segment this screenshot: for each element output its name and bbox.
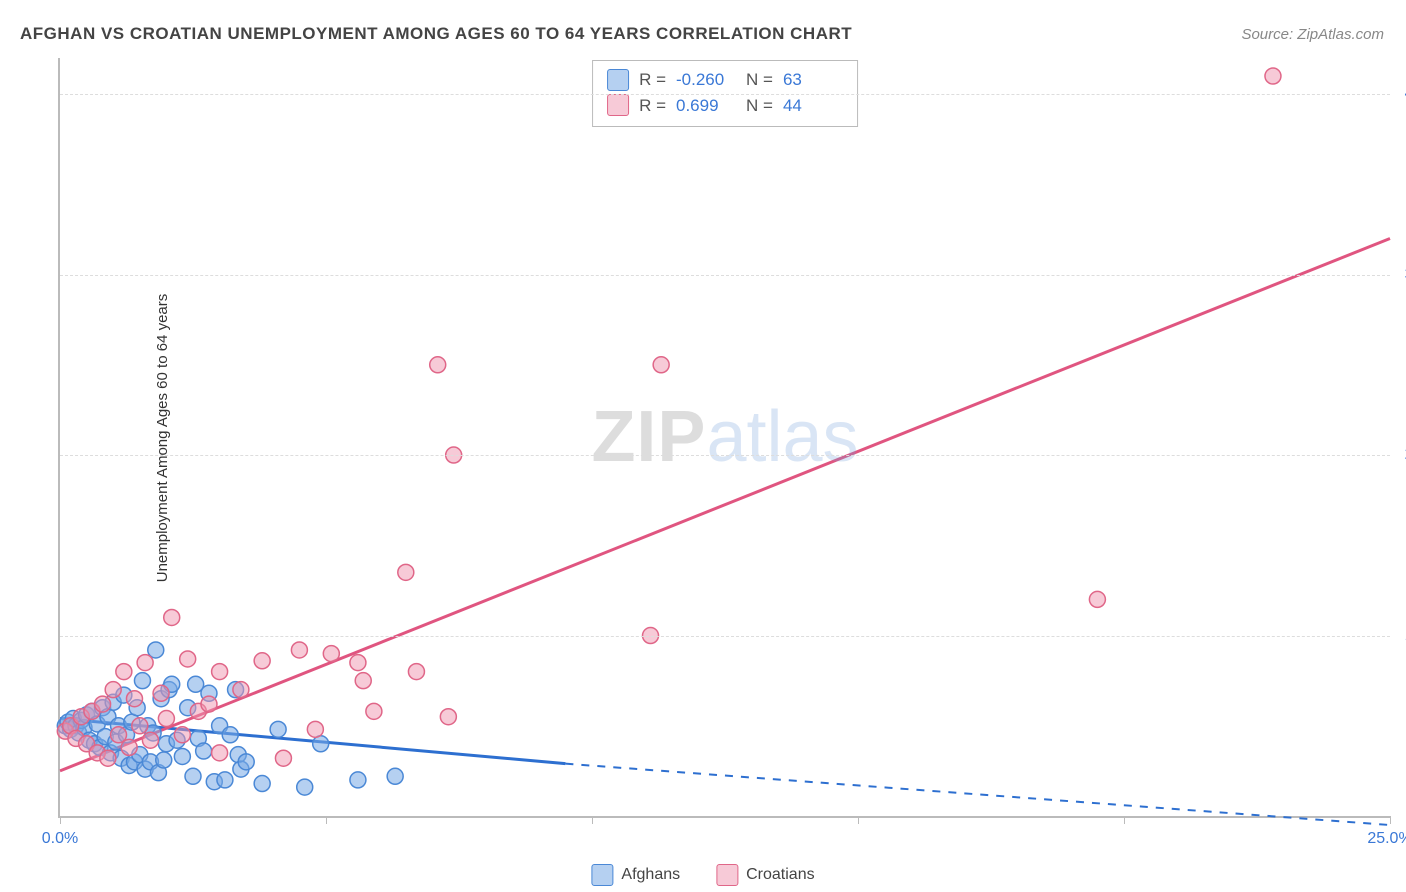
data-point bbox=[350, 772, 366, 788]
data-point bbox=[430, 357, 446, 373]
plot-svg bbox=[60, 58, 1390, 816]
data-point bbox=[196, 743, 212, 759]
gridline bbox=[60, 275, 1390, 276]
legend-label: Croatians bbox=[746, 866, 814, 884]
trend-line bbox=[60, 238, 1390, 770]
data-point bbox=[185, 768, 201, 784]
chart-title: AFGHAN VS CROATIAN UNEMPLOYMENT AMONG AG… bbox=[20, 24, 852, 44]
data-point bbox=[142, 732, 158, 748]
stat-r-value: 0.699 bbox=[676, 93, 736, 119]
data-point bbox=[217, 772, 233, 788]
data-point bbox=[355, 673, 371, 689]
data-point bbox=[156, 752, 172, 768]
data-point bbox=[350, 655, 366, 671]
plot-area: ZIPatlas R =-0.260N =63R = 0.699N =44 10… bbox=[58, 58, 1390, 818]
stat-n-label: N = bbox=[746, 67, 773, 93]
data-point bbox=[105, 682, 121, 698]
data-point bbox=[121, 739, 137, 755]
data-point bbox=[137, 655, 153, 671]
data-point bbox=[398, 564, 414, 580]
data-point bbox=[270, 721, 286, 737]
x-tick bbox=[60, 816, 61, 824]
data-point bbox=[1089, 591, 1105, 607]
data-point bbox=[275, 750, 291, 766]
data-point bbox=[132, 718, 148, 734]
data-point bbox=[212, 745, 228, 761]
data-point bbox=[164, 609, 180, 625]
data-point bbox=[440, 709, 456, 725]
data-point bbox=[254, 776, 270, 792]
data-point bbox=[180, 651, 196, 667]
stats-row: R = 0.699 N = 44 bbox=[607, 93, 843, 119]
data-point bbox=[323, 646, 339, 662]
data-point bbox=[408, 664, 424, 680]
stat-r-value: -0.260 bbox=[676, 67, 736, 93]
gridline bbox=[60, 636, 1390, 637]
data-point bbox=[100, 750, 116, 766]
x-tick bbox=[858, 816, 859, 824]
stat-r-label: R = bbox=[639, 93, 666, 119]
stats-row: R = -0.260 N = 63 bbox=[607, 67, 843, 93]
legend-swatch bbox=[716, 864, 738, 886]
source-attribution: Source: ZipAtlas.com bbox=[1241, 26, 1384, 43]
data-point bbox=[116, 664, 132, 680]
gridline bbox=[60, 94, 1390, 95]
legend-label: Afghans bbox=[621, 866, 680, 884]
data-point bbox=[134, 673, 150, 689]
legend-item: Afghans bbox=[591, 864, 680, 886]
data-point bbox=[366, 703, 382, 719]
legend-item: Croatians bbox=[716, 864, 814, 886]
chart-container: Unemployment Among Ages 60 to 64 years Z… bbox=[48, 58, 1390, 818]
data-point bbox=[201, 696, 217, 712]
stat-n-value: 63 bbox=[783, 67, 843, 93]
data-point bbox=[238, 754, 254, 770]
legend-swatch bbox=[591, 864, 613, 886]
data-point bbox=[158, 711, 174, 727]
data-point bbox=[126, 691, 142, 707]
data-point bbox=[297, 779, 313, 795]
gridline bbox=[60, 455, 1390, 456]
data-point bbox=[153, 685, 169, 701]
data-point bbox=[653, 357, 669, 373]
data-point bbox=[307, 721, 323, 737]
data-point bbox=[212, 664, 228, 680]
data-point bbox=[254, 653, 270, 669]
data-point bbox=[313, 736, 329, 752]
data-point bbox=[291, 642, 307, 658]
legend-swatch bbox=[607, 69, 629, 91]
legend-swatch bbox=[607, 94, 629, 116]
data-point bbox=[174, 727, 190, 743]
data-point bbox=[174, 748, 190, 764]
x-tick-label: 25.0% bbox=[1367, 830, 1406, 848]
stat-n-value: 44 bbox=[783, 93, 843, 119]
trend-line-extension bbox=[565, 764, 1390, 825]
data-point bbox=[1265, 68, 1281, 84]
data-point bbox=[387, 768, 403, 784]
data-point bbox=[95, 696, 111, 712]
x-tick bbox=[592, 816, 593, 824]
x-tick bbox=[1124, 816, 1125, 824]
data-point bbox=[222, 727, 238, 743]
data-point bbox=[233, 682, 249, 698]
x-tick bbox=[326, 816, 327, 824]
stat-n-label: N = bbox=[746, 93, 773, 119]
x-tick-label: 0.0% bbox=[42, 830, 78, 848]
legend-bottom: Afghans Croatians bbox=[591, 864, 814, 886]
x-tick bbox=[1390, 816, 1391, 824]
stat-r-label: R = bbox=[639, 67, 666, 93]
